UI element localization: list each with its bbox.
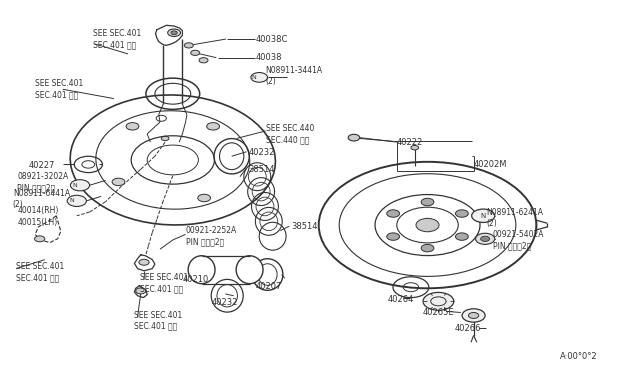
Text: 40232: 40232 bbox=[211, 298, 237, 307]
Circle shape bbox=[421, 244, 434, 252]
Text: N: N bbox=[481, 213, 486, 219]
Text: N08911-6441A
(2): N08911-6441A (2) bbox=[13, 189, 70, 209]
Text: 40014(RH)
40015(LH): 40014(RH) 40015(LH) bbox=[17, 206, 59, 227]
Text: 38514: 38514 bbox=[291, 222, 317, 231]
Circle shape bbox=[387, 210, 399, 217]
Circle shape bbox=[112, 178, 125, 186]
Text: 40210: 40210 bbox=[182, 275, 209, 284]
Text: SEE SEC.401
SEC.401 参照: SEE SEC.401 SEC.401 参照 bbox=[93, 29, 141, 49]
Text: 40038: 40038 bbox=[256, 53, 282, 62]
Text: SEE SEC.401
SEC.401 参照: SEE SEC.401 SEC.401 参照 bbox=[134, 311, 182, 331]
Circle shape bbox=[468, 312, 479, 318]
Text: 40202M: 40202M bbox=[474, 160, 507, 169]
Circle shape bbox=[70, 180, 90, 191]
Circle shape bbox=[171, 31, 177, 35]
Circle shape bbox=[476, 233, 495, 244]
Text: 00921-5402A
PIN ピン（2）: 00921-5402A PIN ピン（2） bbox=[493, 230, 544, 250]
Text: 40266: 40266 bbox=[454, 324, 481, 333]
Text: 40232: 40232 bbox=[248, 148, 275, 157]
Text: N08911-3441A
(2): N08911-3441A (2) bbox=[266, 66, 323, 86]
Circle shape bbox=[139, 259, 149, 265]
Circle shape bbox=[348, 134, 360, 141]
Text: 38514: 38514 bbox=[248, 165, 275, 174]
Circle shape bbox=[126, 123, 139, 130]
Ellipse shape bbox=[236, 256, 263, 283]
Text: 40222: 40222 bbox=[397, 138, 423, 147]
Text: 40265E: 40265E bbox=[422, 308, 454, 317]
Text: 00921-2252A
PIN ピン（2）: 00921-2252A PIN ピン（2） bbox=[186, 226, 237, 246]
Text: SEE SEC.401
SEC.401 参照: SEE SEC.401 SEC.401 参照 bbox=[16, 262, 64, 282]
Circle shape bbox=[136, 288, 146, 294]
Circle shape bbox=[191, 50, 200, 55]
Circle shape bbox=[456, 233, 468, 240]
Text: 08921-3202A
PIN ピン（2）: 08921-3202A PIN ピン（2） bbox=[17, 172, 68, 192]
Text: SEE SEC.401
SEC.401 参照: SEE SEC.401 SEC.401 参照 bbox=[140, 273, 188, 294]
Text: N08911-6241A
(2): N08911-6241A (2) bbox=[486, 208, 543, 228]
Circle shape bbox=[472, 209, 495, 222]
Circle shape bbox=[462, 309, 485, 322]
Circle shape bbox=[421, 198, 434, 206]
Circle shape bbox=[481, 236, 490, 241]
Circle shape bbox=[416, 218, 439, 232]
Text: N: N bbox=[72, 183, 77, 188]
Circle shape bbox=[251, 73, 268, 82]
Text: SEE SEC.440
SEC.440 参照: SEE SEC.440 SEC.440 参照 bbox=[266, 124, 314, 144]
Text: A·00°0°2: A·00°0°2 bbox=[560, 352, 598, 361]
Text: 40207: 40207 bbox=[256, 282, 282, 291]
Text: 40227: 40227 bbox=[29, 161, 55, 170]
Circle shape bbox=[456, 210, 468, 217]
Circle shape bbox=[161, 136, 169, 141]
Text: 40038C: 40038C bbox=[256, 35, 289, 44]
Text: 40264: 40264 bbox=[387, 295, 413, 304]
Circle shape bbox=[184, 43, 193, 48]
Circle shape bbox=[198, 194, 211, 202]
Circle shape bbox=[207, 123, 220, 130]
Circle shape bbox=[387, 233, 399, 240]
Circle shape bbox=[199, 58, 208, 63]
Circle shape bbox=[67, 195, 86, 206]
Circle shape bbox=[35, 236, 45, 242]
Ellipse shape bbox=[188, 256, 215, 283]
Circle shape bbox=[168, 29, 180, 36]
Text: N: N bbox=[252, 75, 257, 80]
Circle shape bbox=[411, 145, 419, 150]
Text: N: N bbox=[69, 198, 74, 203]
Circle shape bbox=[423, 292, 454, 310]
Text: SEE SEC.401
SEC.401 参照: SEE SEC.401 SEC.401 参照 bbox=[35, 79, 83, 99]
